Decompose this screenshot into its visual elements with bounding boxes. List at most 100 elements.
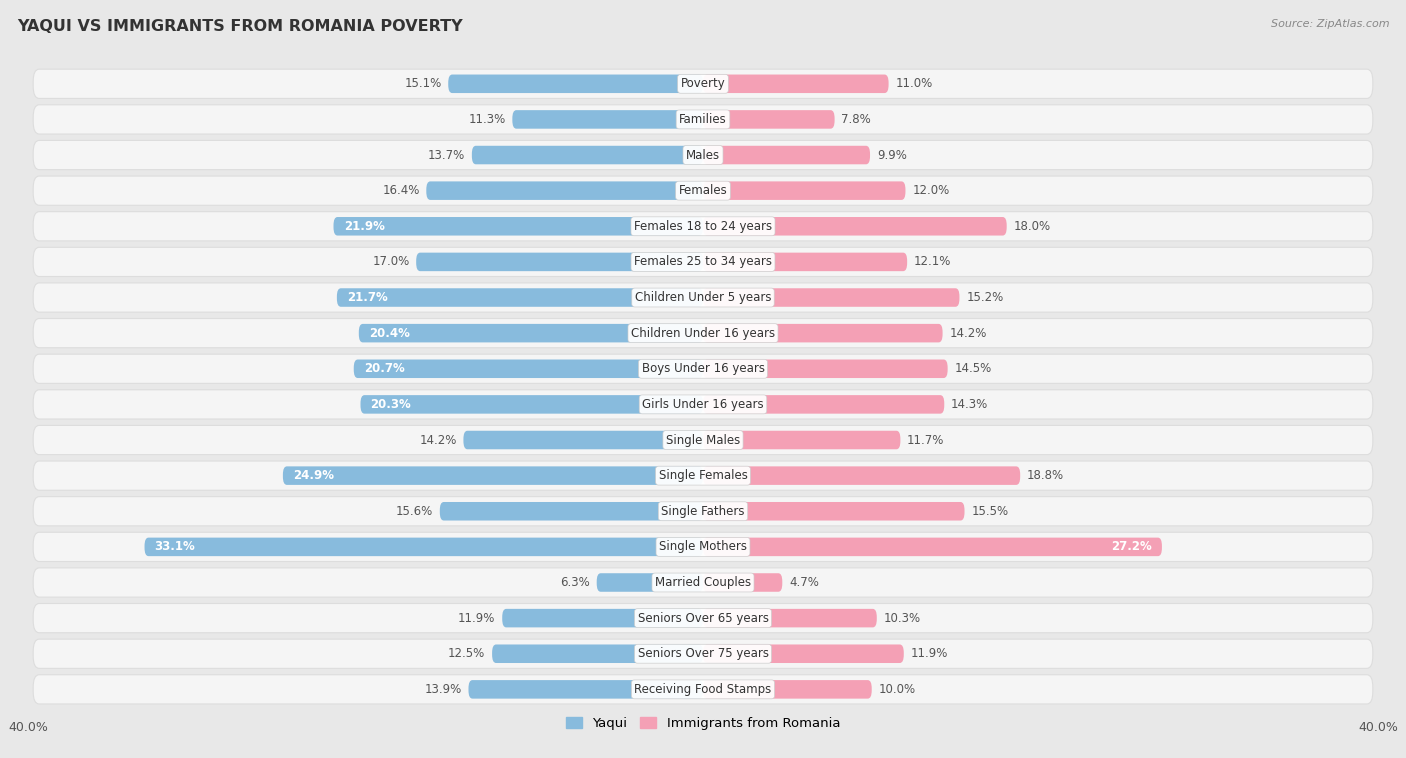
FancyBboxPatch shape [34,639,1372,669]
FancyBboxPatch shape [468,680,703,699]
Text: Girls Under 16 years: Girls Under 16 years [643,398,763,411]
Text: 18.8%: 18.8% [1026,469,1064,482]
Text: 10.0%: 10.0% [879,683,915,696]
FancyBboxPatch shape [34,283,1372,312]
FancyBboxPatch shape [34,211,1372,241]
FancyBboxPatch shape [703,288,959,307]
FancyBboxPatch shape [34,425,1372,455]
Text: 14.2%: 14.2% [419,434,457,446]
FancyBboxPatch shape [34,176,1372,205]
FancyBboxPatch shape [337,288,703,307]
Text: 16.4%: 16.4% [382,184,419,197]
Text: 21.7%: 21.7% [347,291,388,304]
Text: 13.9%: 13.9% [425,683,461,696]
Text: Poverty: Poverty [681,77,725,90]
Text: Seniors Over 75 years: Seniors Over 75 years [637,647,769,660]
FancyBboxPatch shape [703,502,965,521]
FancyBboxPatch shape [703,181,905,200]
Text: Source: ZipAtlas.com: Source: ZipAtlas.com [1271,19,1389,29]
FancyBboxPatch shape [354,359,703,378]
Text: 9.9%: 9.9% [877,149,907,161]
Text: 14.5%: 14.5% [955,362,991,375]
FancyBboxPatch shape [34,247,1372,277]
FancyBboxPatch shape [703,537,1161,556]
FancyBboxPatch shape [34,532,1372,562]
Text: Females 18 to 24 years: Females 18 to 24 years [634,220,772,233]
FancyBboxPatch shape [703,217,1007,236]
Text: Children Under 16 years: Children Under 16 years [631,327,775,340]
FancyBboxPatch shape [464,431,703,449]
FancyBboxPatch shape [426,181,703,200]
FancyBboxPatch shape [34,568,1372,597]
FancyBboxPatch shape [34,354,1372,384]
Text: 20.7%: 20.7% [364,362,405,375]
Text: 15.6%: 15.6% [396,505,433,518]
Text: 11.3%: 11.3% [468,113,506,126]
Text: Boys Under 16 years: Boys Under 16 years [641,362,765,375]
Text: Children Under 5 years: Children Under 5 years [634,291,772,304]
FancyBboxPatch shape [359,324,703,343]
Text: Males: Males [686,149,720,161]
Legend: Yaqui, Immigrants from Romania: Yaqui, Immigrants from Romania [561,712,845,735]
Text: YAQUI VS IMMIGRANTS FROM ROMANIA POVERTY: YAQUI VS IMMIGRANTS FROM ROMANIA POVERTY [17,19,463,34]
FancyBboxPatch shape [34,461,1372,490]
Text: 6.3%: 6.3% [560,576,591,589]
Text: 12.0%: 12.0% [912,184,949,197]
FancyBboxPatch shape [283,466,703,485]
Text: 20.3%: 20.3% [371,398,412,411]
FancyBboxPatch shape [703,466,1021,485]
Text: Single Fathers: Single Fathers [661,505,745,518]
Text: 27.2%: 27.2% [1111,540,1152,553]
FancyBboxPatch shape [502,609,703,628]
FancyBboxPatch shape [596,573,703,592]
FancyBboxPatch shape [703,609,877,628]
Text: 11.9%: 11.9% [911,647,948,660]
Text: 17.0%: 17.0% [373,255,409,268]
FancyBboxPatch shape [360,395,703,414]
FancyBboxPatch shape [34,675,1372,704]
FancyBboxPatch shape [34,105,1372,134]
Text: 7.8%: 7.8% [841,113,872,126]
Text: 14.3%: 14.3% [950,398,988,411]
FancyBboxPatch shape [703,644,904,663]
Text: 33.1%: 33.1% [155,540,195,553]
FancyBboxPatch shape [703,359,948,378]
Text: Single Females: Single Females [658,469,748,482]
FancyBboxPatch shape [703,252,907,271]
FancyBboxPatch shape [34,318,1372,348]
FancyBboxPatch shape [703,573,782,592]
Text: Single Mothers: Single Mothers [659,540,747,553]
Text: 12.5%: 12.5% [449,647,485,660]
Text: 24.9%: 24.9% [292,469,335,482]
FancyBboxPatch shape [333,217,703,236]
Text: 15.5%: 15.5% [972,505,1008,518]
FancyBboxPatch shape [34,603,1372,633]
Text: 15.1%: 15.1% [405,77,441,90]
FancyBboxPatch shape [512,110,703,129]
FancyBboxPatch shape [34,390,1372,419]
FancyBboxPatch shape [416,252,703,271]
FancyBboxPatch shape [34,69,1372,99]
Text: 20.4%: 20.4% [368,327,409,340]
Text: 11.0%: 11.0% [896,77,932,90]
FancyBboxPatch shape [34,496,1372,526]
Text: Married Couples: Married Couples [655,576,751,589]
Text: 14.2%: 14.2% [949,327,987,340]
Text: Receiving Food Stamps: Receiving Food Stamps [634,683,772,696]
FancyBboxPatch shape [703,431,900,449]
FancyBboxPatch shape [703,146,870,164]
FancyBboxPatch shape [492,644,703,663]
Text: Females 25 to 34 years: Females 25 to 34 years [634,255,772,268]
FancyBboxPatch shape [34,140,1372,170]
Text: 21.9%: 21.9% [343,220,384,233]
Text: 13.7%: 13.7% [427,149,465,161]
FancyBboxPatch shape [472,146,703,164]
Text: 12.1%: 12.1% [914,255,952,268]
Text: 18.0%: 18.0% [1014,220,1050,233]
FancyBboxPatch shape [145,537,703,556]
Text: Females: Females [679,184,727,197]
FancyBboxPatch shape [703,680,872,699]
Text: 15.2%: 15.2% [966,291,1004,304]
Text: Seniors Over 65 years: Seniors Over 65 years [637,612,769,625]
Text: 4.7%: 4.7% [789,576,818,589]
